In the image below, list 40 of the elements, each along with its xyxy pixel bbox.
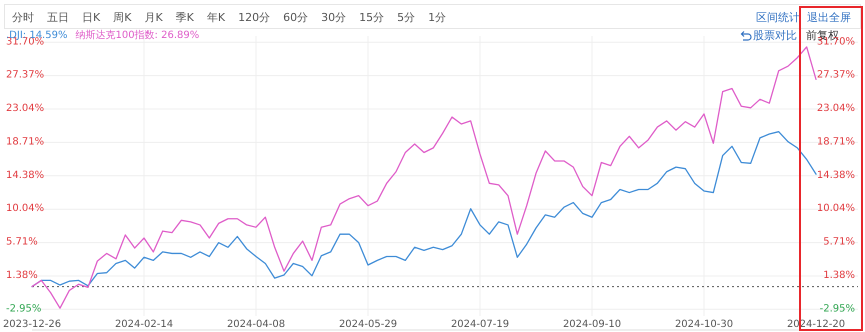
y-tick-label: -2.95% (6, 303, 42, 314)
x-tick-label: 2024-10-30 (674, 319, 734, 330)
text: 15分 (359, 11, 384, 24)
y2-tick-label: -2.95% (820, 303, 855, 314)
x-tick-label: 2024-07-19 (450, 319, 510, 330)
text: 月K (144, 11, 164, 24)
x-tick-label: 2024-09-10 (562, 319, 622, 330)
text: 60分 (283, 11, 308, 24)
y2-tick-label: 18.71% (816, 136, 855, 148)
x-tick-label: 2023-12-26 (2, 319, 62, 330)
text: 1分 (428, 11, 446, 24)
text: 纳斯达克100指数: 26.89% (75, 29, 200, 41)
y-tick-label: 18.71% (6, 136, 44, 148)
text: 季K (176, 11, 195, 24)
y2-tick-label: 5.71% (823, 236, 855, 248)
y-tick-label: 10.04% (6, 203, 44, 214)
y-tick-label: 1.38% (6, 270, 38, 281)
y2-tick-label: 14.38% (816, 170, 855, 181)
y-tick-label: 23.04% (6, 103, 44, 114)
y-tick-label: 14.38% (6, 170, 44, 181)
y2-tick-label: 23.04% (816, 103, 855, 114)
text: 日K (82, 11, 101, 24)
y-tick-label: 5.71% (6, 236, 38, 248)
y2-tick-label: 10.04% (816, 203, 855, 214)
y2-tick-label: 1.38% (823, 270, 855, 281)
text: 年K (206, 11, 226, 24)
text: 区间统计 (756, 11, 800, 24)
x-tick-label: 2024-04-08 (226, 319, 286, 330)
y2-tick-label: 27.37% (816, 70, 855, 81)
text: 五日 (47, 11, 69, 24)
text: 周K (113, 11, 132, 24)
x-tick-label: 2024-02-14 (114, 319, 174, 330)
text: 120分 (238, 11, 270, 24)
text: 30分 (321, 11, 346, 24)
text: 分时 (12, 11, 34, 24)
annotation: 股票对比 (753, 29, 797, 42)
text: 退出全屏 (807, 11, 851, 24)
text: 5分 (397, 11, 416, 24)
x-tick-label: 2024-05-29 (338, 319, 398, 330)
y-tick-label: 27.37% (6, 70, 44, 81)
